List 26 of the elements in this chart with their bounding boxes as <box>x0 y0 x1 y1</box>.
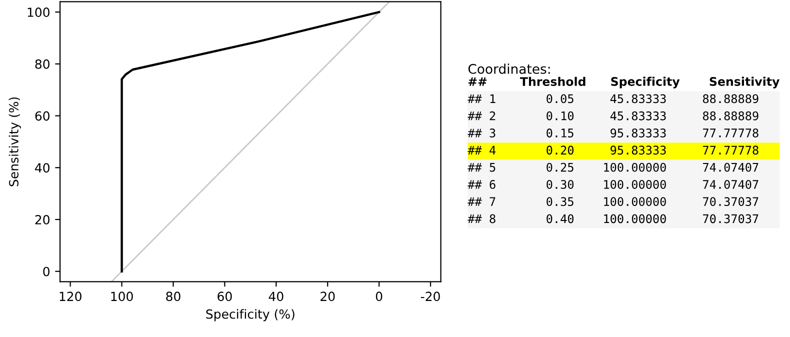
y-tick-label: 80 <box>35 59 50 69</box>
x-tick-label: 40 <box>268 292 284 302</box>
x-tick-label: 100 <box>111 292 133 302</box>
text: ## 6 0.30 100.00000 74.07407 <box>468 180 758 189</box>
x-tick-label: 80 <box>166 292 180 302</box>
text: ## 3 0.15 95.83333 77.77778 <box>468 128 758 138</box>
text: ## 1 0.05 45.83333 88.88889 <box>468 94 758 104</box>
y-tick-label: 100 <box>28 8 50 17</box>
text: Coordinates: <box>468 64 550 74</box>
x-axis-title: Specificity (%) <box>206 309 294 322</box>
text: ## 5 0.25 100.00000 74.07407 <box>468 162 758 172</box>
text: ## 8 0.40 100.00000 70.37037 <box>468 214 758 224</box>
y-tick-label: 60 <box>35 111 50 121</box>
text: ## 7 0.35 100.00000 70.37037 <box>468 197 758 206</box>
text: ## 2 0.10 45.83333 88.88889 <box>468 111 758 120</box>
y-axis-title: Sensitivity (%) <box>8 97 21 186</box>
x-tick-label: -20 <box>420 292 440 302</box>
x-tick-label: 20 <box>320 292 335 302</box>
text: ## 4 0.20 95.83333 77.77778 <box>468 146 758 155</box>
y-tick-label: 20 <box>35 214 50 224</box>
text: ## Threshold Specificity Sensitivity <box>468 76 780 88</box>
x-tick-label: 120 <box>60 292 82 302</box>
x-tick-label: 60 <box>218 292 232 302</box>
y-tick-label: 0 <box>43 266 50 276</box>
y-tick-label: 40 <box>35 163 50 173</box>
x-tick-label: 0 <box>376 292 382 302</box>
